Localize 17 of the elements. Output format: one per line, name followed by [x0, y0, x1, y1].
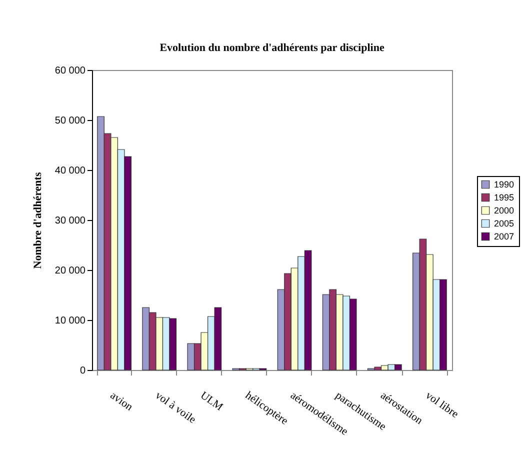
y-axis-title: Nombre d'adhérents	[32, 172, 44, 269]
legend-label: 1995	[494, 192, 514, 202]
legend-label: 1990	[494, 180, 514, 190]
x-tick-label: vol à voile	[152, 390, 198, 426]
x-tick-label: avion	[108, 390, 136, 414]
legend-label: 2005	[494, 218, 514, 228]
legend-label: 2007	[494, 232, 514, 242]
y-tick-label: 0	[80, 366, 86, 376]
y-tick-label: 60 000	[54, 66, 86, 76]
y-tick-label: 40 000	[54, 166, 86, 176]
y-tick-label: 30 000	[54, 216, 86, 226]
y-tick-label: 20 000	[54, 266, 86, 276]
y-tick-label: 50 000	[54, 116, 86, 126]
y-tick-label: 10 000	[54, 316, 86, 326]
legend-label: 2000	[494, 206, 514, 216]
chart-title: Evolution du nombre d'adhérents par discipline	[160, 42, 384, 54]
x-tick-label: vol libre	[423, 390, 461, 421]
